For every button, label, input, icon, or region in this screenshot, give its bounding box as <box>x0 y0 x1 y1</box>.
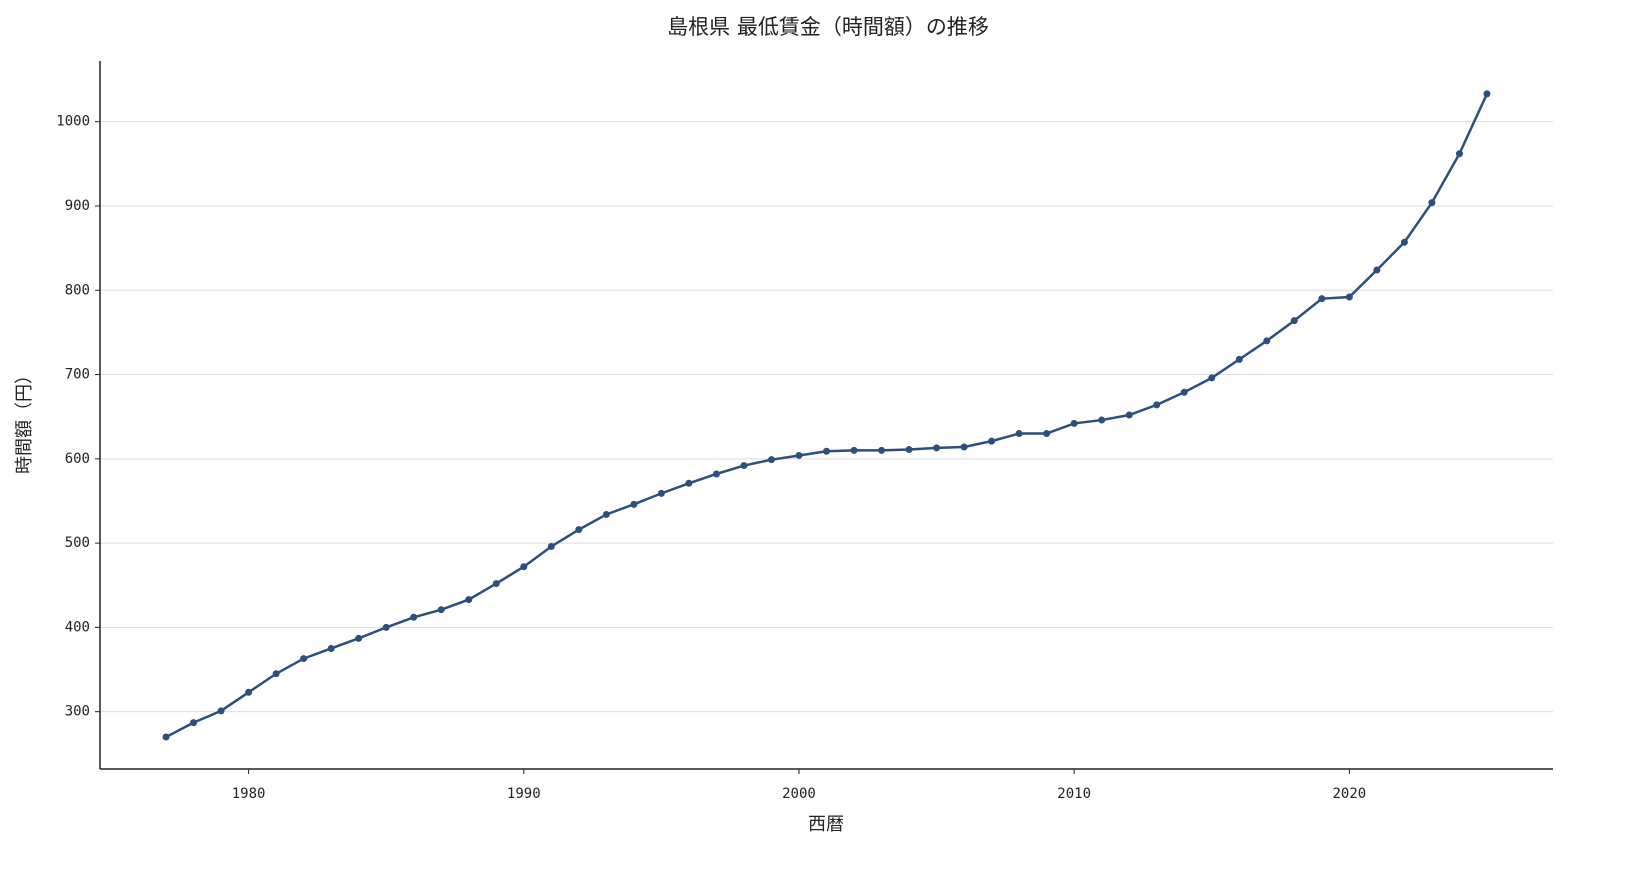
point <box>1180 388 1188 396</box>
point <box>795 451 803 459</box>
point <box>1235 355 1243 363</box>
point <box>547 542 555 550</box>
point <box>162 733 170 741</box>
point <box>905 446 913 454</box>
point <box>437 606 445 614</box>
point <box>960 443 968 451</box>
point <box>1345 293 1353 301</box>
point <box>410 613 418 621</box>
x-tick-label: 2000 <box>782 786 816 802</box>
point <box>217 707 225 715</box>
y-tick-label: 600 <box>65 451 90 467</box>
point <box>657 489 665 497</box>
point <box>327 644 335 652</box>
point <box>1015 430 1023 438</box>
y-tick-label: 300 <box>65 704 90 720</box>
y-tick-label: 400 <box>65 619 90 635</box>
point <box>602 510 610 518</box>
y-tick-label: 700 <box>65 367 90 383</box>
point <box>1208 374 1216 382</box>
x-tick-label: 1980 <box>232 786 266 802</box>
point <box>465 596 473 604</box>
y-tick-label: 1000 <box>56 114 90 130</box>
point <box>575 526 583 534</box>
point <box>1483 90 1491 98</box>
point <box>1428 199 1436 207</box>
point <box>1070 419 1078 427</box>
point <box>850 446 858 454</box>
point <box>1125 411 1133 419</box>
y-tick-label: 900 <box>65 198 90 214</box>
point <box>190 719 198 727</box>
point <box>1318 295 1326 303</box>
point <box>740 462 748 470</box>
x-axis-label: 西暦 <box>808 814 844 835</box>
x-tick-label: 2010 <box>1057 786 1091 802</box>
point <box>1455 150 1463 158</box>
point <box>300 655 308 663</box>
point <box>1290 317 1298 325</box>
y-tick-label: 500 <box>65 535 90 551</box>
point <box>712 470 720 478</box>
series-line <box>165 93 1489 739</box>
point <box>1373 266 1381 274</box>
point <box>767 456 775 464</box>
chart-title: 島根県 最低賃金（時間額）の推移 <box>667 15 989 39</box>
point <box>1400 238 1408 246</box>
point <box>520 563 528 571</box>
y-tick-label: 800 <box>65 282 90 298</box>
point <box>988 437 996 445</box>
point <box>1263 337 1271 345</box>
point <box>1043 430 1051 438</box>
point <box>272 670 280 678</box>
point <box>933 444 941 452</box>
point <box>1153 401 1161 409</box>
y-axis-label: 時間額（円） <box>14 366 35 474</box>
x-tick-label: 1990 <box>507 786 541 802</box>
point <box>823 447 830 455</box>
point <box>355 634 363 642</box>
point <box>630 500 638 508</box>
point <box>685 479 693 487</box>
point <box>878 446 886 454</box>
point <box>382 623 390 631</box>
point <box>245 688 253 696</box>
point <box>492 580 500 588</box>
x-tick-label: 2020 <box>1333 786 1367 802</box>
point <box>1098 416 1106 424</box>
